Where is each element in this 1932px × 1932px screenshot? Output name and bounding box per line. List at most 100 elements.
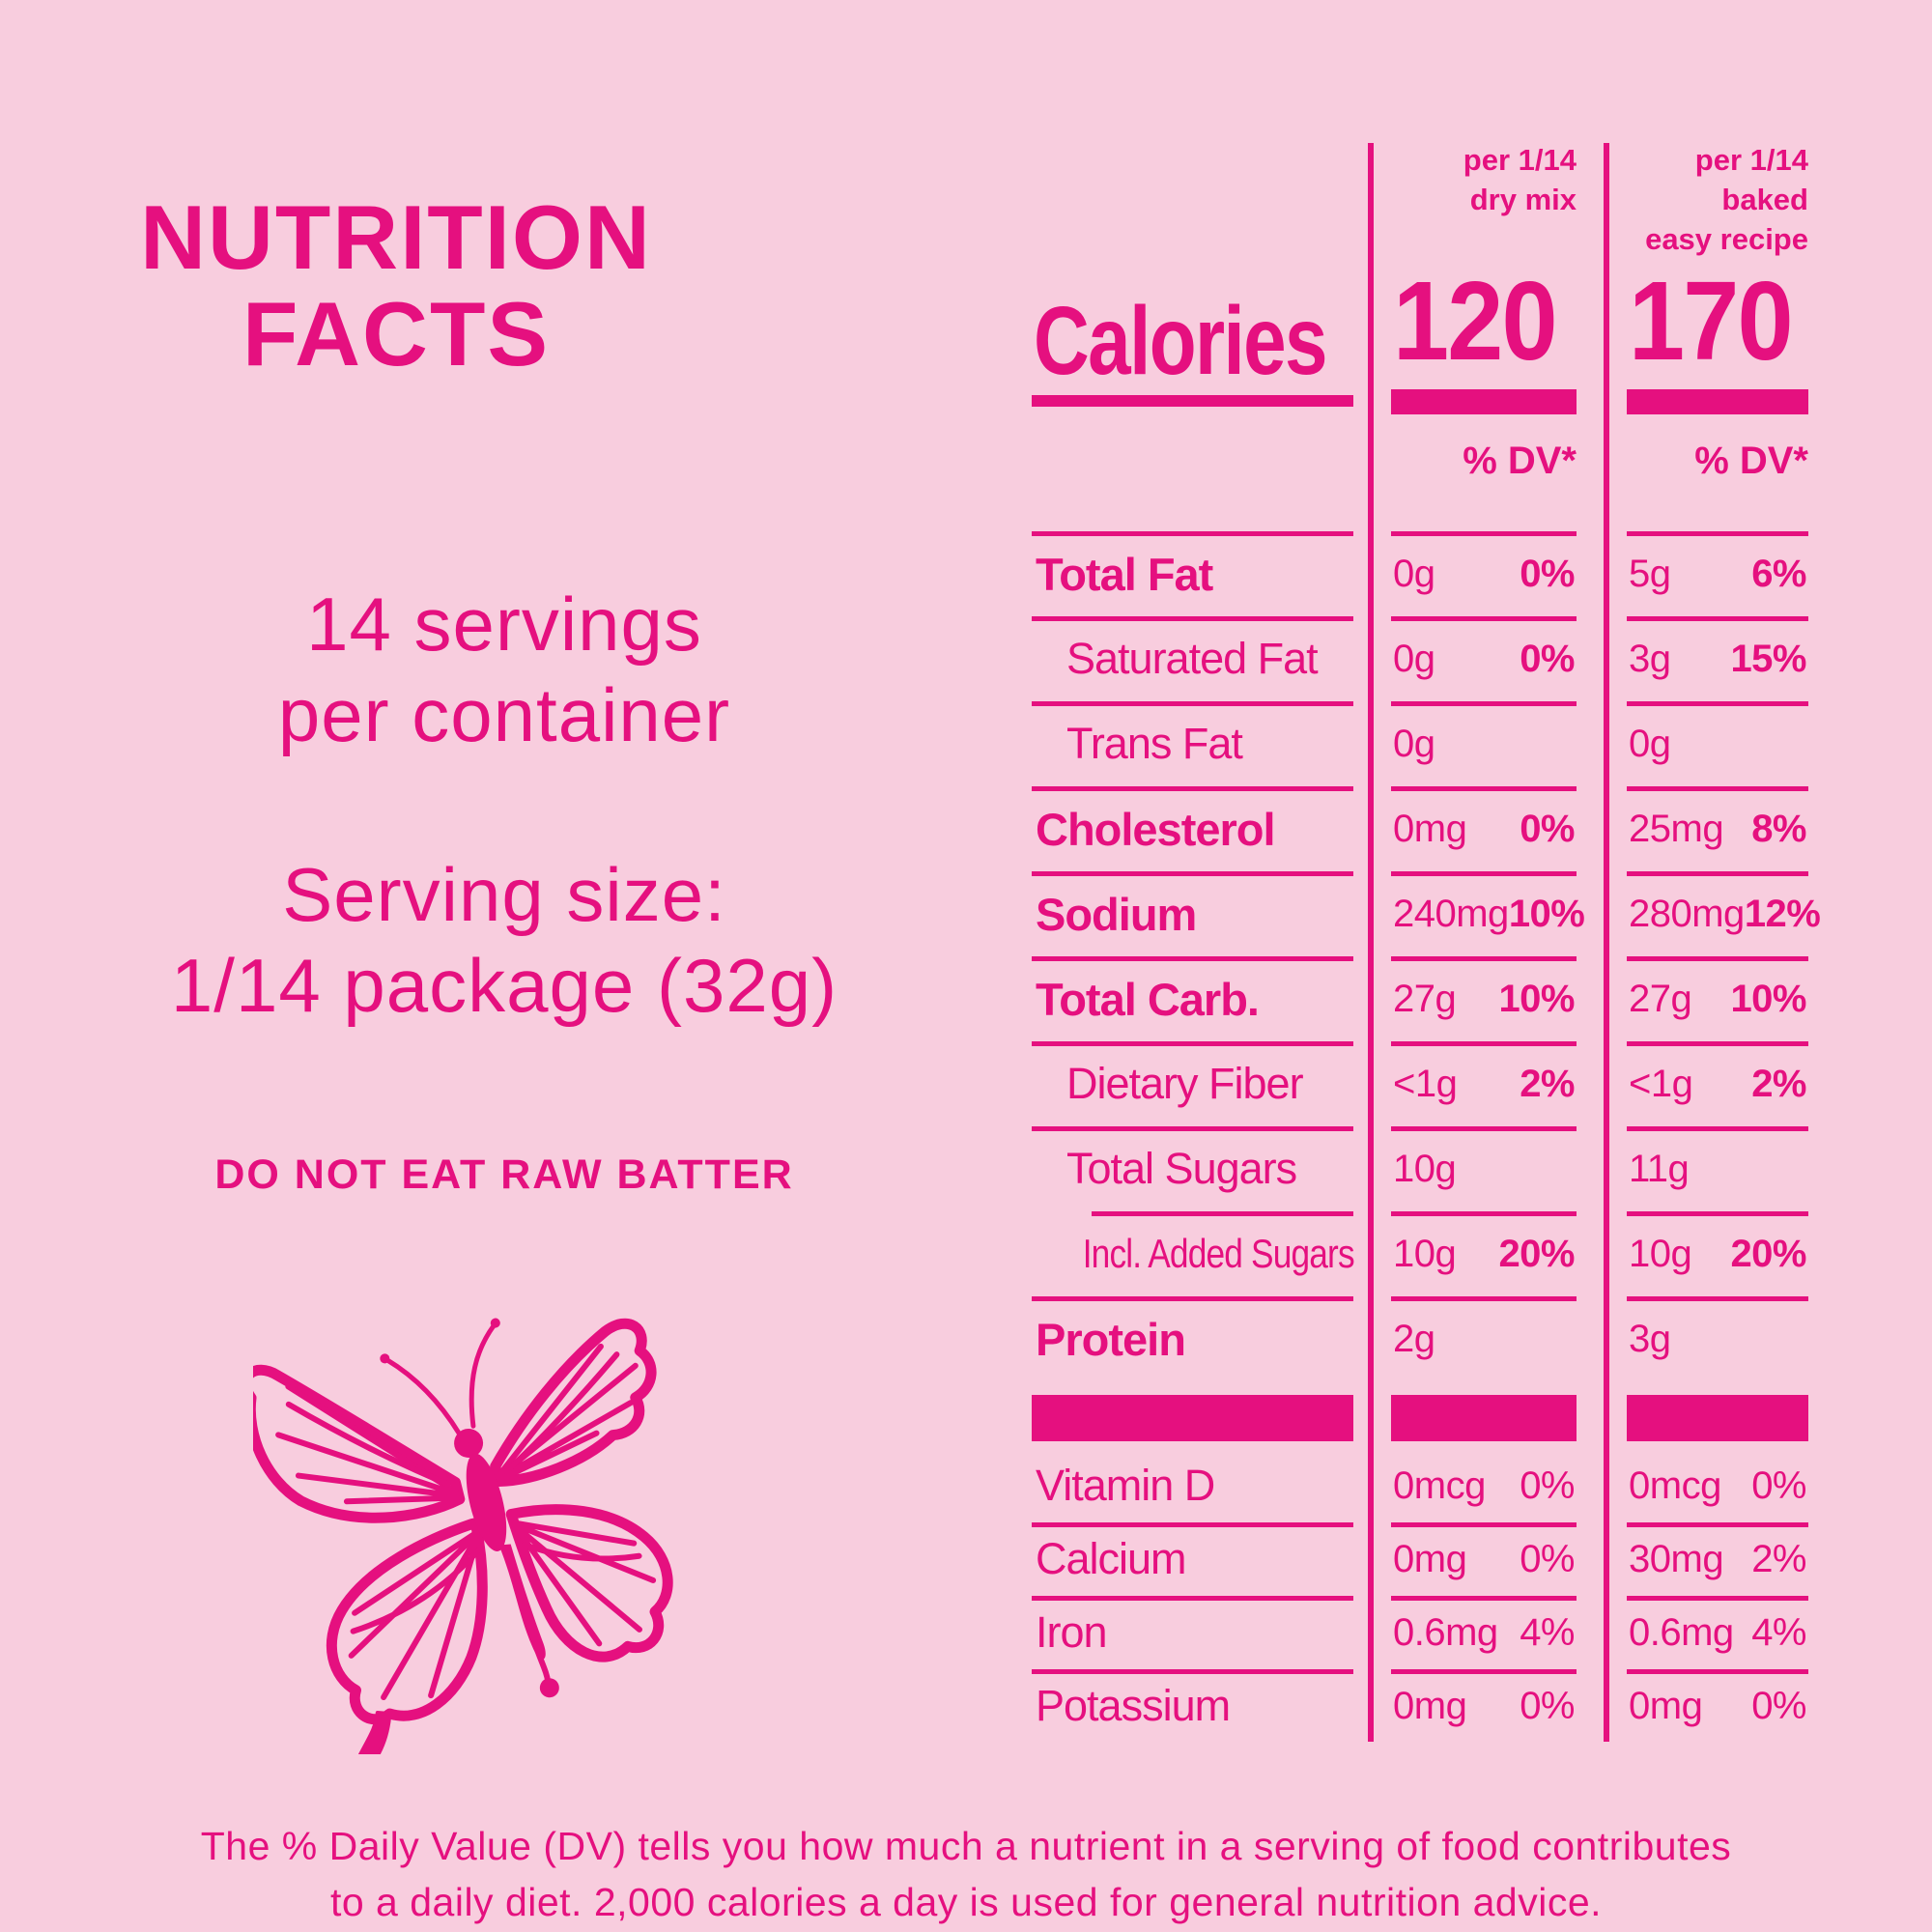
- dry-amount: 0mg: [1393, 1537, 1467, 1580]
- baked-dv: 4%: [1751, 1610, 1806, 1654]
- dry-amount: 10g: [1393, 1147, 1457, 1190]
- baked-dv: 0%: [1751, 1463, 1806, 1507]
- dv-header-baked: % DV*: [1694, 440, 1808, 482]
- dry-amount: 2g: [1393, 1317, 1435, 1360]
- baked-dv: 15%: [1730, 637, 1806, 680]
- baked-amount: 30mg: [1629, 1537, 1724, 1580]
- dv-header-row: % DV* % DV*: [1032, 418, 1808, 531]
- dry-mix-header-line1: per 1/14: [1463, 143, 1577, 177]
- row-trans-fat: Trans Fat 0g 0g: [1032, 701, 1808, 786]
- dry-dv: 0%: [1520, 1537, 1575, 1580]
- dry-dv: 0%: [1520, 552, 1575, 595]
- baked-dv: 8%: [1751, 807, 1806, 850]
- baked-header-line1: per 1/14 baked: [1694, 143, 1808, 216]
- dry-amount: 0mg: [1393, 1684, 1467, 1727]
- nutrient-name: Total Sugars: [1066, 1144, 1297, 1193]
- baked-amount: 280mg: [1629, 892, 1745, 935]
- dry-dv: 10%: [1508, 892, 1585, 935]
- calories-dry-mix-value: 120: [1393, 258, 1558, 384]
- dry-amount: 0g: [1393, 552, 1435, 595]
- baked-header-line2: easy recipe: [1645, 221, 1808, 256]
- dry-dv: 20%: [1498, 1232, 1575, 1275]
- row-saturated-fat: Saturated Fat 0g 0% 3g 15%: [1032, 616, 1808, 701]
- baked-amount: 0mcg: [1629, 1463, 1721, 1507]
- nutrient-name: Total Carb.: [1036, 973, 1260, 1025]
- row-vitamin-d: Vitamin D 0mcg 0% 0mcg 0%: [1032, 1449, 1808, 1522]
- baked-dv: 12%: [1744, 892, 1821, 935]
- nutrient-name: Saturated Fat: [1066, 634, 1319, 683]
- servings-per-container: 14 servings per container: [108, 580, 900, 760]
- dry-amount: 0mcg: [1393, 1463, 1486, 1507]
- baked-dv: 2%: [1751, 1537, 1806, 1580]
- baked-amount: 3g: [1629, 637, 1671, 680]
- row-added-sugars: Incl. Added Sugars 10g 20% 10g 20%: [1032, 1211, 1808, 1296]
- dry-amount: 0g: [1393, 637, 1435, 680]
- footnote-line-1: The % Daily Value (DV) tells you how muc…: [200, 1824, 1732, 1868]
- baked-amount: 5g: [1629, 552, 1671, 595]
- column-header-baked: per 1/14 baked easy recipe: [1627, 135, 1808, 260]
- butterfly-icon: [253, 1318, 673, 1754]
- calories-bar-baked: [1627, 389, 1808, 414]
- calories-row: Calories 120 170: [1032, 256, 1808, 418]
- calories-bar-dry-mix: [1391, 389, 1577, 414]
- row-potassium: Potassium 0mg 0% 0mg 0%: [1032, 1669, 1808, 1743]
- baked-dv: 6%: [1751, 552, 1806, 595]
- dry-amount: 0mg: [1393, 807, 1467, 850]
- baked-amount: 27g: [1629, 977, 1692, 1020]
- dry-dv: 4%: [1520, 1610, 1575, 1654]
- baked-amount: 25mg: [1629, 807, 1724, 850]
- dry-dv: 0%: [1520, 1463, 1575, 1507]
- servings-count: 14 servings: [306, 582, 702, 667]
- dry-dv: 2%: [1520, 1062, 1575, 1105]
- dry-amount: 27g: [1393, 977, 1457, 1020]
- row-sodium: Sodium 240mg 10% 280mg 12%: [1032, 871, 1821, 956]
- serving-size: Serving size: 1/14 package (32g): [89, 850, 920, 1031]
- row-total-sugars: Total Sugars 10g 11g: [1032, 1126, 1808, 1211]
- nutrient-name: Potassium: [1036, 1681, 1231, 1730]
- nutrient-name: Total Fat: [1036, 548, 1213, 600]
- servings-unit: per container: [277, 671, 731, 757]
- dv-footnote: The % Daily Value (DV) tells you how muc…: [0, 1818, 1932, 1930]
- baked-amount: 3g: [1629, 1317, 1671, 1360]
- baked-amount: 0.6mg: [1629, 1610, 1734, 1654]
- separator-bar: [1032, 1395, 1353, 1441]
- column-header-dry-mix: per 1/14 dry mix: [1391, 135, 1577, 260]
- nutrient-name: Trans Fat: [1066, 719, 1243, 768]
- title-line-2: FACTS: [242, 282, 551, 384]
- baked-amount: 10g: [1629, 1232, 1692, 1275]
- baked-dv: 10%: [1730, 977, 1806, 1020]
- dry-mix-header-line2: dry mix: [1469, 182, 1577, 216]
- baked-dv: 20%: [1730, 1232, 1806, 1275]
- nutrient-name: Protein: [1036, 1313, 1186, 1365]
- raw-batter-warning: DO NOT EAT RAW BATTER: [214, 1151, 794, 1198]
- dry-amount: 240mg: [1393, 892, 1509, 935]
- nutrient-name: Calcium: [1036, 1534, 1187, 1583]
- row-dietary-fiber: Dietary Fiber <1g 2% <1g 2%: [1032, 1041, 1808, 1126]
- baked-dv: 2%: [1751, 1062, 1806, 1105]
- dry-dv: 0%: [1520, 807, 1575, 850]
- row-calcium: Calcium 0mg 0% 30mg 2%: [1032, 1522, 1808, 1596]
- row-iron: Iron 0.6mg 4% 0.6mg 4%: [1032, 1596, 1808, 1669]
- footnote-line-2: to a daily diet. 2,000 calories a day is…: [329, 1880, 1603, 1925]
- dry-amount: 0g: [1393, 722, 1435, 765]
- row-cholesterol: Cholesterol 0mg 0% 25mg 8%: [1032, 786, 1808, 871]
- dv-header-dry-mix: % DV*: [1463, 440, 1577, 482]
- calories-underline: [1032, 395, 1353, 407]
- nutrient-name: Cholesterol: [1036, 803, 1276, 855]
- baked-amount: 0mg: [1629, 1684, 1703, 1727]
- row-total-fat: Total Fat 0g 0% 5g 6%: [1032, 531, 1808, 616]
- baked-amount: 11g: [1629, 1147, 1690, 1190]
- dry-dv: 10%: [1498, 977, 1575, 1020]
- section-separator-row: [1032, 1395, 1808, 1441]
- baked-dv: 0%: [1751, 1684, 1806, 1727]
- title-line-1: NUTRITION: [140, 186, 652, 288]
- separator-bar: [1391, 1395, 1577, 1441]
- nutrient-name: Sodium: [1036, 888, 1197, 940]
- dry-amount: <1g: [1393, 1062, 1458, 1105]
- column-headers-row: per 1/14 dry mix per 1/14 baked easy rec…: [1032, 135, 1808, 256]
- row-protein: Protein 2g 3g: [1032, 1296, 1808, 1381]
- dry-amount: 10g: [1393, 1232, 1457, 1275]
- serving-size-label: Serving size:: [282, 852, 726, 937]
- calories-label: Calories: [1034, 287, 1328, 395]
